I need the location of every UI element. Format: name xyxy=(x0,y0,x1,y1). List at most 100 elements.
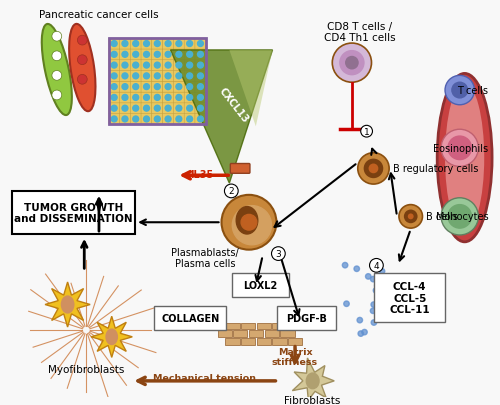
FancyBboxPatch shape xyxy=(130,114,141,125)
FancyBboxPatch shape xyxy=(152,93,163,104)
FancyBboxPatch shape xyxy=(195,39,206,50)
FancyBboxPatch shape xyxy=(174,93,184,104)
FancyBboxPatch shape xyxy=(154,307,226,330)
FancyBboxPatch shape xyxy=(288,323,302,329)
Circle shape xyxy=(165,106,171,112)
FancyBboxPatch shape xyxy=(130,60,141,71)
Ellipse shape xyxy=(42,25,72,116)
Circle shape xyxy=(122,85,128,90)
FancyBboxPatch shape xyxy=(152,60,163,71)
Circle shape xyxy=(144,41,150,47)
Circle shape xyxy=(122,74,128,80)
FancyBboxPatch shape xyxy=(108,71,120,82)
Polygon shape xyxy=(91,316,132,358)
Circle shape xyxy=(111,52,117,58)
FancyBboxPatch shape xyxy=(174,71,184,82)
Polygon shape xyxy=(230,51,272,127)
FancyBboxPatch shape xyxy=(184,82,195,93)
Circle shape xyxy=(358,331,364,337)
FancyBboxPatch shape xyxy=(174,82,184,93)
Circle shape xyxy=(165,85,171,90)
Circle shape xyxy=(186,95,192,101)
Ellipse shape xyxy=(69,25,96,112)
FancyBboxPatch shape xyxy=(184,60,195,71)
FancyBboxPatch shape xyxy=(195,50,206,61)
Circle shape xyxy=(241,215,257,230)
Text: T cells: T cells xyxy=(457,86,488,96)
FancyBboxPatch shape xyxy=(184,103,195,114)
Text: 3: 3 xyxy=(276,249,281,258)
Circle shape xyxy=(358,153,389,185)
Circle shape xyxy=(404,210,417,224)
Circle shape xyxy=(165,63,171,69)
Circle shape xyxy=(122,117,128,123)
Circle shape xyxy=(332,44,372,83)
Circle shape xyxy=(111,95,117,101)
FancyBboxPatch shape xyxy=(195,103,206,114)
Circle shape xyxy=(198,106,203,112)
Circle shape xyxy=(176,95,182,101)
Circle shape xyxy=(133,52,138,58)
Circle shape xyxy=(133,63,138,69)
FancyBboxPatch shape xyxy=(162,82,173,93)
Circle shape xyxy=(165,41,171,47)
Circle shape xyxy=(165,74,171,80)
Circle shape xyxy=(357,318,362,323)
Text: 2: 2 xyxy=(228,187,234,196)
FancyBboxPatch shape xyxy=(120,103,130,114)
Circle shape xyxy=(176,63,182,69)
FancyBboxPatch shape xyxy=(272,323,286,329)
Text: B regulatory cells: B regulatory cells xyxy=(393,164,478,174)
Circle shape xyxy=(154,41,160,47)
Circle shape xyxy=(176,52,182,58)
Text: Monocytes: Monocytes xyxy=(436,212,488,222)
Circle shape xyxy=(122,41,128,47)
Circle shape xyxy=(111,41,117,47)
FancyBboxPatch shape xyxy=(130,71,141,82)
Circle shape xyxy=(144,74,150,80)
Circle shape xyxy=(344,301,350,307)
Circle shape xyxy=(186,52,192,58)
Circle shape xyxy=(371,302,376,307)
Circle shape xyxy=(354,266,360,272)
Circle shape xyxy=(198,41,203,47)
Circle shape xyxy=(122,95,128,101)
Text: 1: 1 xyxy=(364,127,370,136)
Circle shape xyxy=(380,269,385,274)
Text: CD8 T cells /
CD4 Th1 cells: CD8 T cells / CD4 Th1 cells xyxy=(324,21,396,43)
FancyBboxPatch shape xyxy=(195,93,206,104)
Circle shape xyxy=(362,330,367,335)
Text: CCL-4
CCL-5
CCL-11: CCL-4 CCL-5 CCL-11 xyxy=(390,281,430,314)
FancyBboxPatch shape xyxy=(120,50,130,61)
Text: TUMOR GROWTH
and DISSEMINATION: TUMOR GROWTH and DISSEMINATION xyxy=(14,202,133,224)
Circle shape xyxy=(144,106,150,112)
FancyBboxPatch shape xyxy=(108,50,120,61)
Circle shape xyxy=(366,274,371,279)
FancyBboxPatch shape xyxy=(108,39,120,50)
FancyBboxPatch shape xyxy=(162,93,173,104)
Circle shape xyxy=(370,259,384,273)
Circle shape xyxy=(111,63,117,69)
Circle shape xyxy=(339,51,364,76)
Ellipse shape xyxy=(106,329,118,345)
FancyBboxPatch shape xyxy=(108,114,120,125)
FancyBboxPatch shape xyxy=(249,330,263,337)
Circle shape xyxy=(165,52,171,58)
Circle shape xyxy=(144,63,150,69)
FancyBboxPatch shape xyxy=(162,71,173,82)
Text: 4: 4 xyxy=(374,261,379,270)
Polygon shape xyxy=(292,358,334,400)
FancyBboxPatch shape xyxy=(141,82,152,93)
Circle shape xyxy=(399,205,422,228)
Circle shape xyxy=(272,247,285,261)
FancyBboxPatch shape xyxy=(174,39,184,50)
Text: Eosinophils: Eosinophils xyxy=(433,143,488,153)
FancyBboxPatch shape xyxy=(152,114,163,125)
Circle shape xyxy=(441,198,478,235)
Circle shape xyxy=(345,57,359,70)
FancyBboxPatch shape xyxy=(162,39,173,50)
Ellipse shape xyxy=(445,84,484,232)
Circle shape xyxy=(186,106,192,112)
Circle shape xyxy=(154,52,160,58)
FancyBboxPatch shape xyxy=(141,103,152,114)
